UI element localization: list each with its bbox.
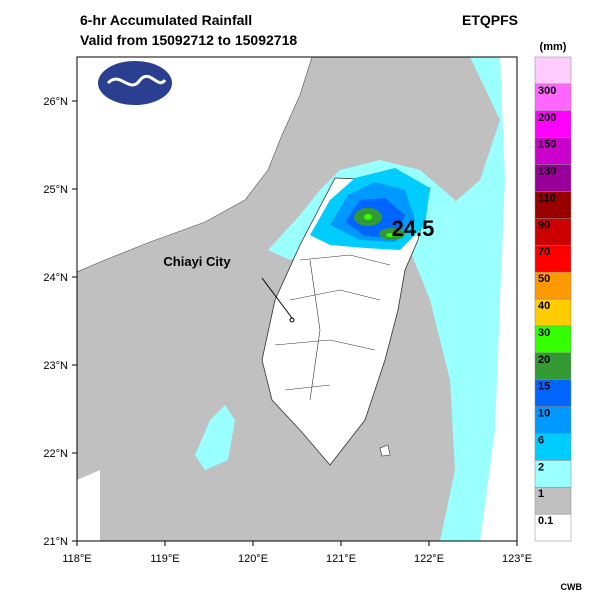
legend: 0.1 1 2 6 10 15 20 30 40 50 70 90 110 130 150 200 300 (534, 56, 572, 542)
lat-label: 22°N (43, 448, 68, 460)
lon-label: 123°E (502, 553, 532, 565)
max-value: 24.5 (392, 216, 435, 241)
legend-swatch (534, 110, 572, 138)
lon-label: 118°E (62, 553, 91, 565)
lat-label: 25°N (43, 184, 68, 196)
legend-label: 0.1 (538, 515, 553, 527)
axis-ticks: 118°E 119°E 120°E 121°E 122°E 123°E 21°N 22°N 23… (43, 96, 532, 565)
legend-label: 6 (538, 434, 544, 446)
rain-area (364, 214, 372, 220)
legend-label: 10 (538, 408, 550, 420)
legend-label: 90 (538, 219, 550, 231)
city-label: Chiayi City (163, 254, 231, 269)
city-marker (289, 317, 295, 323)
legend-swatch (534, 164, 572, 192)
taiwan (261, 177, 431, 466)
legend-label: 15 (538, 381, 550, 393)
legend-label: 150 (538, 139, 556, 151)
county-border (274, 254, 391, 401)
legend-label: 70 (538, 246, 550, 258)
legend-swatch (534, 271, 572, 300)
legend-label: 40 (538, 300, 550, 312)
lat-label: 24°N (43, 272, 68, 284)
map-frame (76, 56, 518, 542)
legend-swatch (534, 218, 572, 246)
map-area (77, 57, 517, 541)
lat-label: 26°N (43, 96, 68, 108)
legend-label: 300 (538, 85, 556, 97)
rain-area (410, 57, 517, 541)
rain-area (195, 405, 235, 470)
legend-swatch (534, 244, 572, 273)
subtitle: Valid from 15092712 to 15092718 (80, 32, 297, 48)
title: 6-hr Accumulated Rainfall (80, 12, 252, 28)
lat-label: 23°N (43, 360, 68, 372)
legend-label: 130 (538, 166, 556, 178)
lon-label: 122°E (414, 553, 444, 565)
legend-label: 30 (538, 327, 550, 339)
lon-label: 119°E (150, 553, 179, 565)
lon-label: 120°E (238, 553, 268, 565)
lon-label: 121°E (326, 553, 356, 565)
island (379, 444, 391, 457)
legend-swatch (534, 83, 572, 112)
legend-label: 20 (538, 354, 550, 366)
legend-label: 2 (538, 461, 544, 473)
product: ETQPFS (462, 12, 518, 28)
legend-label: 110 (538, 192, 556, 204)
legend-swatch (534, 406, 572, 434)
mainland (77, 57, 313, 273)
legend-swatch (534, 379, 572, 407)
land (77, 470, 100, 541)
legend-swatch (534, 137, 572, 165)
legend-swatch (534, 433, 572, 461)
legend-unit: (mm) (540, 41, 567, 53)
legend-swatch (534, 56, 572, 85)
legend-label: 200 (538, 112, 556, 124)
legend-swatch (534, 191, 572, 219)
rain-area (386, 233, 394, 237)
legend-swatch (534, 325, 572, 354)
legend-label: 1 (538, 488, 544, 500)
ocean (480, 57, 517, 541)
credit: CWB (561, 582, 583, 592)
legend-label: 50 (538, 273, 550, 285)
leader-line (261, 277, 293, 319)
legend-swatch (534, 352, 572, 380)
logo (106, 74, 167, 87)
lat-label: 21°N (43, 536, 68, 548)
